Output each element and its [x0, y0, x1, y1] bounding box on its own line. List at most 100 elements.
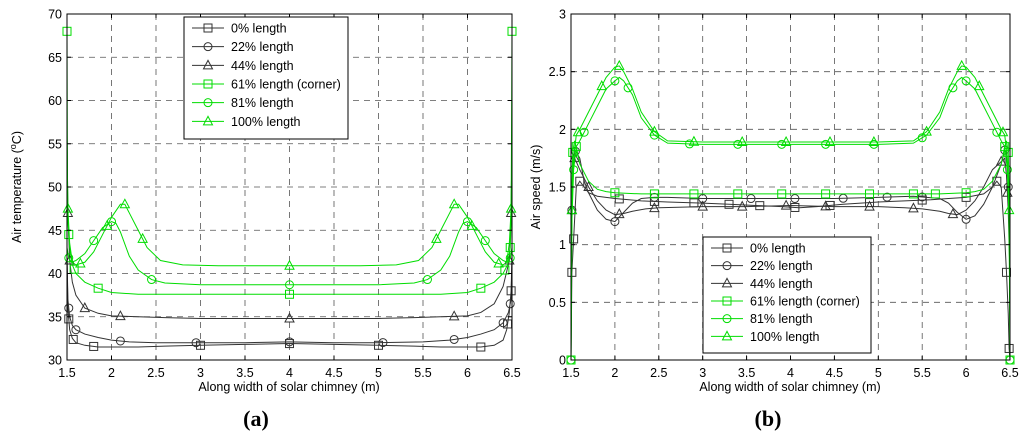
- y-tick-label: 30: [48, 354, 62, 368]
- x-tick-label: 2.5: [147, 366, 164, 380]
- y-tick-label: 3: [559, 8, 566, 22]
- data-point: [733, 139, 743, 149]
- series-1: [64, 256, 516, 352]
- data-point: [480, 236, 490, 246]
- legend-marker: [722, 243, 732, 253]
- y-axis-label: Air temperature (oC): [8, 131, 24, 243]
- x-tick-label: 4.5: [325, 366, 342, 380]
- y-tick-label: 0.5: [549, 296, 566, 310]
- data-point: [500, 265, 510, 275]
- data-point: [284, 312, 295, 323]
- data-point: [596, 80, 608, 91]
- data-point: [583, 180, 594, 191]
- y-tick-label: 1: [559, 238, 566, 252]
- series-6: [62, 143, 517, 270]
- data-point: [649, 125, 660, 136]
- y-tick-label: 45: [48, 224, 62, 238]
- data-point: [101, 219, 113, 230]
- data-point: [746, 194, 756, 204]
- data-point: [649, 202, 660, 213]
- series-6: [566, 59, 1015, 361]
- data-point: [882, 192, 892, 202]
- data-point: [685, 139, 695, 149]
- series-line: [66, 143, 513, 267]
- x-tick-label: 4: [286, 366, 293, 380]
- legend-entry: 0% length: [192, 22, 287, 36]
- data-point: [688, 135, 700, 146]
- data-point: [697, 200, 709, 211]
- y-axis-label-tail: C): [10, 131, 24, 144]
- data-point: [62, 202, 74, 213]
- x-tick-label: 3: [699, 366, 706, 380]
- panel-label-a: (a): [243, 406, 269, 431]
- x-tick-label: 3.5: [738, 366, 755, 380]
- legend-entry: 61% length (corner): [711, 295, 860, 309]
- y-axis-label: Air speed (m/s): [529, 145, 543, 230]
- data-point: [613, 208, 625, 219]
- legend-marker: [721, 330, 733, 341]
- data-point: [821, 189, 831, 199]
- y-tick-label: 2.5: [549, 65, 566, 79]
- data-point: [1003, 203, 1015, 215]
- data-point: [498, 318, 508, 328]
- data-point: [505, 253, 515, 263]
- data-point: [378, 338, 388, 348]
- data-point: [755, 201, 765, 211]
- y-tick-label: 55: [48, 137, 62, 151]
- tick-labels: 1.5 2 2.5 3 3.5 4 4.5 5 5.5 6 6.5 0 0.5 1 1.5 2 2.5 3: [549, 8, 1019, 381]
- legend-label: 81% length: [750, 312, 813, 326]
- y-tick-label: 1.5: [549, 181, 566, 195]
- legend-entry: 100% length: [711, 330, 820, 344]
- x-tick-label: 6.5: [1001, 366, 1018, 380]
- y-tick-label: 0: [559, 354, 566, 368]
- series-line: [66, 221, 513, 286]
- legend-marker: [722, 314, 732, 324]
- data-point: [566, 203, 578, 215]
- data-point: [649, 189, 659, 199]
- data-point: [505, 202, 517, 213]
- x-tick-label: 3: [197, 366, 204, 380]
- legend-label: 22% length: [231, 40, 294, 54]
- x-tick-label: 5.5: [414, 366, 431, 380]
- data-point: [572, 126, 584, 137]
- data-point: [790, 202, 800, 212]
- data-point: [431, 232, 442, 243]
- tick-labels: 1.5 2 2.5 3 3.5 4 4.5 5 5.5 6 6.5 30 35 40 45 50 55 60 65 7…: [48, 8, 521, 381]
- data-point: [505, 299, 515, 309]
- y-tick-label: 60: [48, 94, 62, 108]
- data-point: [961, 214, 971, 224]
- legend-label: 61% length (corner): [750, 295, 860, 309]
- x-tick-label: 2: [108, 366, 115, 380]
- legend-marker: [202, 59, 214, 70]
- data-point: [68, 334, 78, 344]
- legend-marker: [722, 261, 732, 271]
- data-point: [285, 280, 294, 290]
- legend-entry: 22% length: [711, 259, 813, 273]
- series-group: [62, 26, 517, 352]
- y-tick-label: 50: [48, 181, 62, 195]
- y-tick-label: 2: [559, 123, 566, 137]
- x-tick-label: 6.5: [503, 366, 520, 380]
- x-tick-label: 2: [611, 366, 618, 380]
- legend: 0% length 22% length 44% length 61% length …: [183, 16, 349, 140]
- data-point: [466, 219, 478, 230]
- x-tick-label: 1.5: [562, 366, 579, 380]
- data-point: [864, 200, 875, 211]
- data-point: [961, 188, 971, 198]
- data-point: [736, 135, 748, 147]
- data-point: [917, 192, 927, 202]
- x-tick-label: 1.5: [58, 366, 75, 380]
- series-line: [570, 65, 1011, 361]
- legend-label: 0% length: [750, 242, 806, 256]
- data-point: [449, 334, 459, 344]
- legend-label: 100% length: [750, 330, 820, 344]
- series-line: [570, 156, 1011, 274]
- data-point: [917, 195, 927, 205]
- y-tick-label: 40: [48, 267, 62, 281]
- series-line: [66, 256, 513, 344]
- data-point: [921, 125, 932, 136]
- data-point: [476, 283, 486, 293]
- legend-label: 0% length: [231, 22, 287, 36]
- data-point: [505, 243, 515, 253]
